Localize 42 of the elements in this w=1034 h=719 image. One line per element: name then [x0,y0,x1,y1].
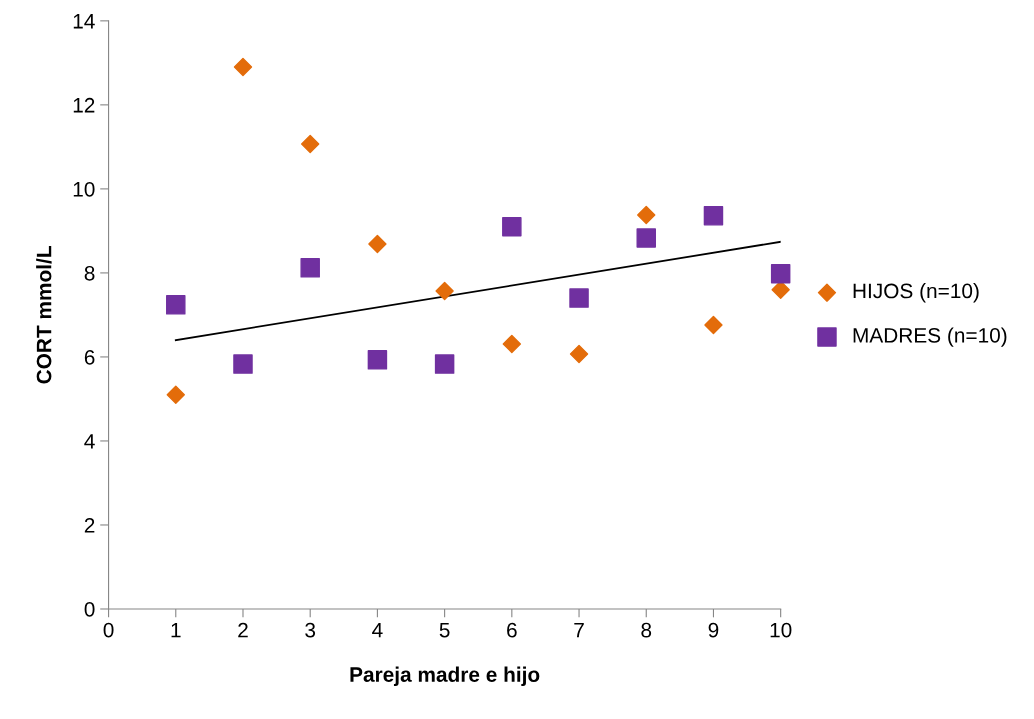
point [166,295,186,315]
legend-label: MADRES (n=10) [853,327,1007,347]
x-tick-label: 8 [641,622,652,638]
point [502,216,522,237]
x-tick-label: 4 [372,622,383,638]
point [434,354,455,374]
y-tick-label: 8 [84,265,95,281]
x-tick-label: 1 [171,622,181,638]
y-tick-label: 6 [84,349,95,365]
point [569,288,589,308]
y-axis-title: CORT mmol/L [36,246,52,384]
point [703,206,724,226]
point [637,205,656,225]
point [233,57,253,77]
point [300,134,320,154]
x-tick-label: 9 [708,622,719,638]
point [368,234,387,254]
y-tick-label: 2 [84,517,95,533]
legend-label: HIJOS (n=10) [853,283,979,303]
point [367,350,388,370]
point [704,315,723,335]
point [435,281,454,301]
y-tick-label: 4 [84,434,95,449]
y-tick-label: 0 [84,601,95,617]
x-tick-label: 7 [574,622,584,638]
y-tick-label: 10 [73,181,95,197]
x-tick-label: 3 [305,622,316,638]
x-tick-label: 5 [439,622,450,638]
y-tick-label: 14 [73,14,95,29]
x-tick-label: 2 [238,622,248,638]
point [502,334,522,354]
x-tick-label: 6 [507,622,517,638]
y-tick-label: 12 [73,97,95,113]
x-axis-title: Pareja madre e hijo [350,666,540,687]
point [300,258,320,278]
point [166,385,185,404]
point [636,228,656,248]
point [233,354,253,374]
x-tick-label: 0 [103,622,114,638]
point [770,264,791,284]
x-tick-label: 10 [770,622,792,638]
point [569,344,589,364]
